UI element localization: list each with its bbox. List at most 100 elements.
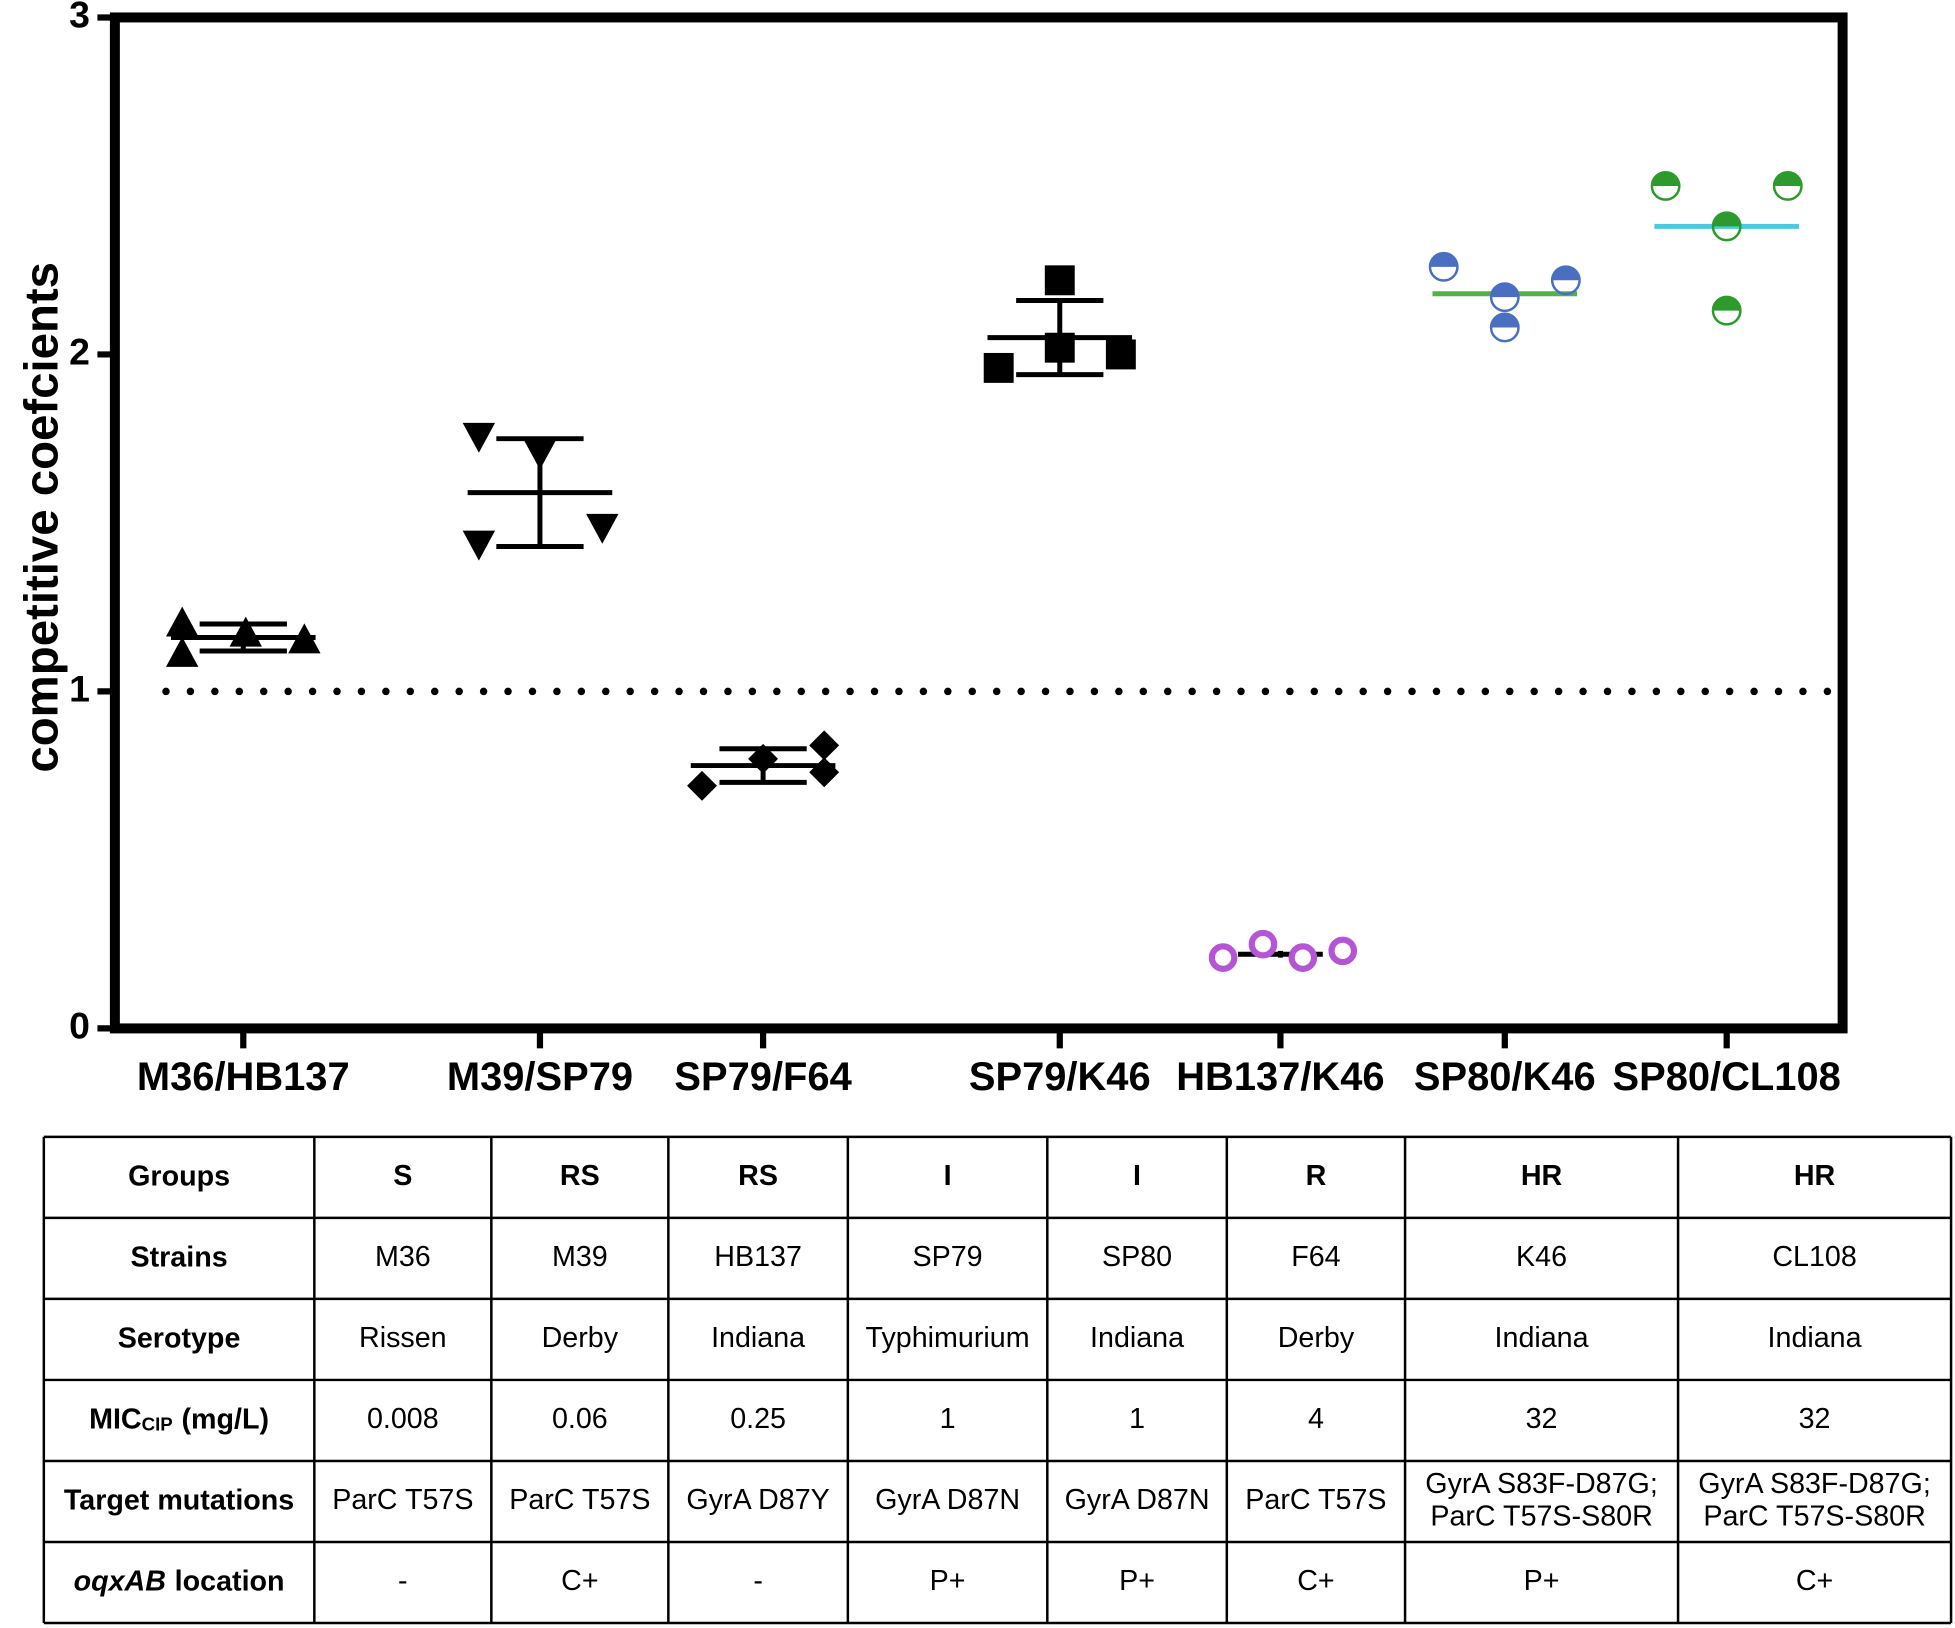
- point: [1489, 282, 1520, 313]
- row-header-part: Serotype: [118, 1322, 241, 1354]
- plot-frame: [109, 12, 1848, 1034]
- row-header-part: Groups: [128, 1160, 230, 1192]
- table-cell: 0.008: [367, 1403, 439, 1435]
- point-outline: [1711, 211, 1742, 242]
- table-cell: HR: [1794, 1160, 1836, 1192]
- row-header: oqxAB location: [74, 1565, 285, 1597]
- table-cell: Derby: [1278, 1322, 1355, 1354]
- row-header-part: Target mutations: [64, 1484, 294, 1516]
- row-header: MICCIP (mg/L): [89, 1403, 269, 1435]
- x-tick-label: HB137/K46: [1176, 1055, 1384, 1099]
- table-cell: Rissen: [359, 1322, 447, 1354]
- point: [687, 770, 717, 801]
- table-cell: ParC T57S-S80R: [1703, 1500, 1925, 1532]
- x-tick-label: SP79/K46: [969, 1055, 1151, 1099]
- point-outline: [1650, 170, 1681, 201]
- table-cell: M39: [552, 1241, 608, 1273]
- table-cell: I: [944, 1160, 952, 1192]
- table-cell: C+: [1796, 1565, 1833, 1597]
- row-header: Serotype: [118, 1322, 241, 1354]
- point: [1044, 265, 1075, 296]
- x-tick-label: SP79/F64: [674, 1055, 851, 1099]
- table-cell: 0.06: [552, 1403, 608, 1435]
- row-header-part: oqxAB: [74, 1565, 166, 1597]
- table-cell: SP80: [1102, 1241, 1172, 1273]
- point-half: [1712, 212, 1741, 227]
- point: [1328, 936, 1358, 966]
- table-cell: I: [1133, 1160, 1141, 1192]
- point: [1105, 339, 1136, 370]
- row-header-part: (mg/L): [182, 1403, 270, 1435]
- table-cell: HR: [1521, 1160, 1563, 1192]
- table-cell: K46: [1516, 1241, 1567, 1273]
- point-half: [1774, 172, 1802, 186]
- table-cell: 32: [1526, 1403, 1558, 1435]
- table-cell: GyrA D87Y: [686, 1484, 829, 1516]
- x-tick-label: M36/HB137: [137, 1055, 350, 1099]
- y-tick-label: 2: [69, 330, 90, 372]
- table-cell: P+: [930, 1565, 966, 1597]
- table-cell: GyrA S83F-D87G;: [1698, 1468, 1931, 1500]
- table-cell: Indiana: [1090, 1322, 1184, 1354]
- point: [165, 606, 199, 637]
- table-cell: -: [398, 1565, 408, 1597]
- point: [983, 352, 1014, 383]
- row-header-part: MIC: [89, 1403, 142, 1435]
- table-cell: 4: [1308, 1403, 1324, 1435]
- table-cell: P+: [1524, 1565, 1560, 1597]
- table-cell: RS: [560, 1160, 600, 1192]
- table-cell: ParC T57S: [1245, 1484, 1386, 1516]
- point: [809, 730, 840, 761]
- table-cell: RS: [738, 1160, 778, 1192]
- point: [1711, 295, 1742, 326]
- y-tick-label: 1: [69, 667, 90, 709]
- point-outline: [1711, 295, 1742, 326]
- table-cell: ParC T57S: [509, 1484, 650, 1516]
- table-cell: 1: [1129, 1403, 1145, 1435]
- row-header-part: CIP: [142, 1413, 173, 1434]
- table-cell: F64: [1291, 1241, 1340, 1273]
- table-cell: 1: [940, 1403, 956, 1435]
- point-half: [1712, 296, 1741, 311]
- row-header-part: location: [175, 1565, 285, 1597]
- table-cell: Derby: [542, 1322, 619, 1354]
- table-cell: GyrA D87N: [875, 1484, 1020, 1516]
- point: [586, 513, 619, 544]
- point: [1248, 929, 1278, 959]
- table-cell: GyrA S83F-D87G;: [1425, 1468, 1658, 1500]
- point: [229, 616, 262, 647]
- table-cell: Indiana: [1495, 1322, 1589, 1354]
- point: [1772, 170, 1803, 201]
- point: [809, 757, 840, 788]
- point: [1711, 211, 1742, 242]
- table-cell: R: [1306, 1160, 1327, 1192]
- x-tick-label: M39/SP79: [447, 1055, 633, 1099]
- point: [1550, 265, 1581, 296]
- row-header-part: Strains: [131, 1241, 228, 1273]
- point-half: [1429, 253, 1458, 267]
- point-half: [1491, 313, 1519, 328]
- point: [1208, 943, 1238, 972]
- point: [523, 439, 557, 470]
- x-tick-label: SP80/K46: [1414, 1055, 1596, 1099]
- x-tick-label: SP80/CL108: [1613, 1055, 1841, 1099]
- point-outline: [1550, 265, 1581, 296]
- point: [1650, 170, 1681, 201]
- y-tick-label: 0: [69, 1004, 90, 1046]
- point: [462, 530, 496, 561]
- y-axis-label: competitive coefcients: [16, 262, 69, 773]
- table-cell: 0.25: [730, 1403, 786, 1435]
- table-cell: 32: [1799, 1403, 1831, 1435]
- point: [1428, 251, 1459, 282]
- point: [1288, 943, 1318, 972]
- point-outline: [1489, 312, 1520, 343]
- table-cell: C+: [1297, 1565, 1334, 1597]
- y-tick-label: 3: [69, 0, 90, 35]
- table-cell: SP79: [913, 1241, 983, 1273]
- table-cell: Typhimurium: [866, 1322, 1030, 1354]
- table-cell: HB137: [714, 1241, 802, 1273]
- point: [165, 636, 199, 667]
- table-cell: CL108: [1772, 1241, 1856, 1273]
